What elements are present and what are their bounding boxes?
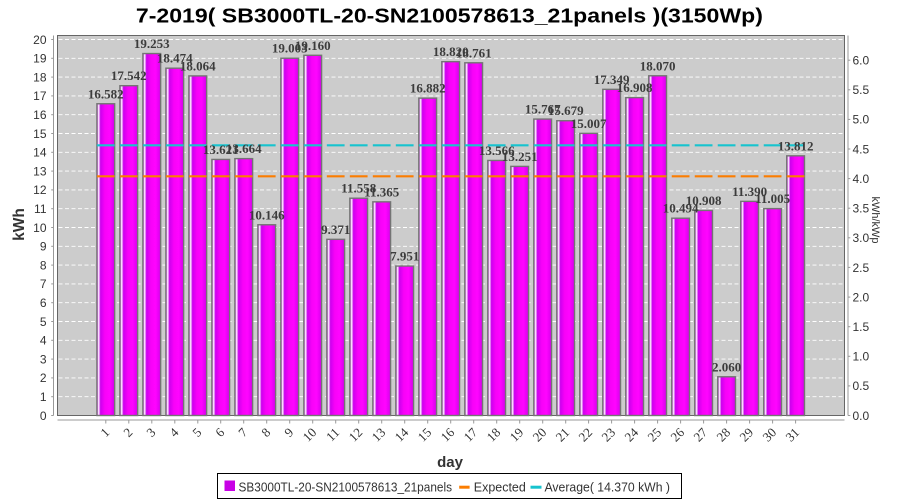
svg-text:18.070: 18.070 [640,58,676,73]
svg-text:12: 12 [33,183,47,197]
svg-text:9.371: 9.371 [321,222,350,237]
svg-text:19.003: 19.003 [272,41,308,56]
svg-text:19.160: 19.160 [295,38,331,53]
svg-text:Average( 14.370 kWh ): Average( 14.370 kWh ) [545,480,671,495]
svg-text:11.365: 11.365 [364,184,400,199]
svg-text:19.253: 19.253 [134,36,170,51]
svg-text:11: 11 [34,202,47,216]
svg-text:6.0: 6.0 [853,54,870,68]
svg-text:16: 16 [33,108,47,122]
svg-text:18.474: 18.474 [157,51,193,66]
svg-text:2.060: 2.060 [712,359,741,374]
svg-text:11.005: 11.005 [755,191,791,206]
svg-text:3: 3 [40,352,47,366]
svg-text:2: 2 [40,371,47,385]
svg-text:15.007: 15.007 [571,116,607,131]
svg-text:7.951: 7.951 [390,249,419,264]
svg-text:8: 8 [40,258,47,272]
svg-text:SB3000TL-20-SN2100578613_21pan: SB3000TL-20-SN2100578613_21panels [239,480,453,495]
svg-text:2.0: 2.0 [853,290,870,304]
svg-text:day: day [437,454,464,471]
svg-text:17.542: 17.542 [111,68,147,83]
svg-text:17.349: 17.349 [594,72,630,87]
svg-text:1: 1 [40,390,47,404]
svg-text:15: 15 [33,127,47,141]
svg-text:18: 18 [33,70,47,84]
svg-text:Expected: Expected [474,480,526,495]
svg-text:18.820: 18.820 [433,44,469,59]
svg-text:10.908: 10.908 [686,193,722,208]
svg-text:10: 10 [33,221,47,235]
svg-text:20: 20 [33,33,47,47]
svg-text:kWh/kWp: kWh/kWp [869,196,881,243]
svg-text:13.251: 13.251 [502,149,538,164]
svg-text:6: 6 [40,296,47,310]
svg-text:1.5: 1.5 [853,320,870,334]
svg-text:5.5: 5.5 [853,83,870,97]
svg-text:15.767: 15.767 [525,102,561,117]
svg-text:7-2019( SB3000TL-20-SN21005786: 7-2019( SB3000TL-20-SN2100578613_21panel… [136,6,763,28]
svg-text:0: 0 [40,409,47,423]
svg-text:9: 9 [40,240,47,254]
svg-text:4: 4 [40,334,47,348]
svg-text:13.621: 13.621 [203,142,239,157]
svg-text:13.812: 13.812 [778,138,814,153]
svg-text:16.908: 16.908 [617,80,653,95]
svg-text:10.146: 10.146 [249,207,285,222]
svg-text:14: 14 [33,146,47,160]
svg-text:0.0: 0.0 [853,409,870,423]
svg-text:13: 13 [33,164,47,178]
svg-text:18.064: 18.064 [180,58,216,73]
svg-text:17: 17 [33,89,47,103]
svg-text:0.5: 0.5 [853,379,870,393]
svg-text:5.0: 5.0 [853,113,870,127]
svg-text:3.5: 3.5 [853,202,870,216]
svg-text:13.566: 13.566 [479,143,515,158]
svg-text:11.390: 11.390 [732,184,767,199]
svg-text:4.5: 4.5 [853,142,870,156]
svg-text:15.679: 15.679 [548,103,584,118]
svg-text:5: 5 [40,315,47,329]
svg-text:1.0: 1.0 [853,350,870,364]
svg-text:11.558: 11.558 [341,181,377,196]
svg-text:2.5: 2.5 [853,261,870,275]
svg-text:19: 19 [33,52,47,66]
svg-text:13.664: 13.664 [226,141,262,156]
svg-text:16.582: 16.582 [88,86,124,101]
svg-text:7: 7 [40,277,47,291]
svg-text:18.761: 18.761 [456,45,492,60]
svg-text:kWh: kWh [11,208,28,241]
svg-text:4.0: 4.0 [853,172,870,186]
svg-text:3.0: 3.0 [853,231,870,245]
svg-text:10.494: 10.494 [663,201,699,216]
svg-text:16.882: 16.882 [410,81,446,96]
